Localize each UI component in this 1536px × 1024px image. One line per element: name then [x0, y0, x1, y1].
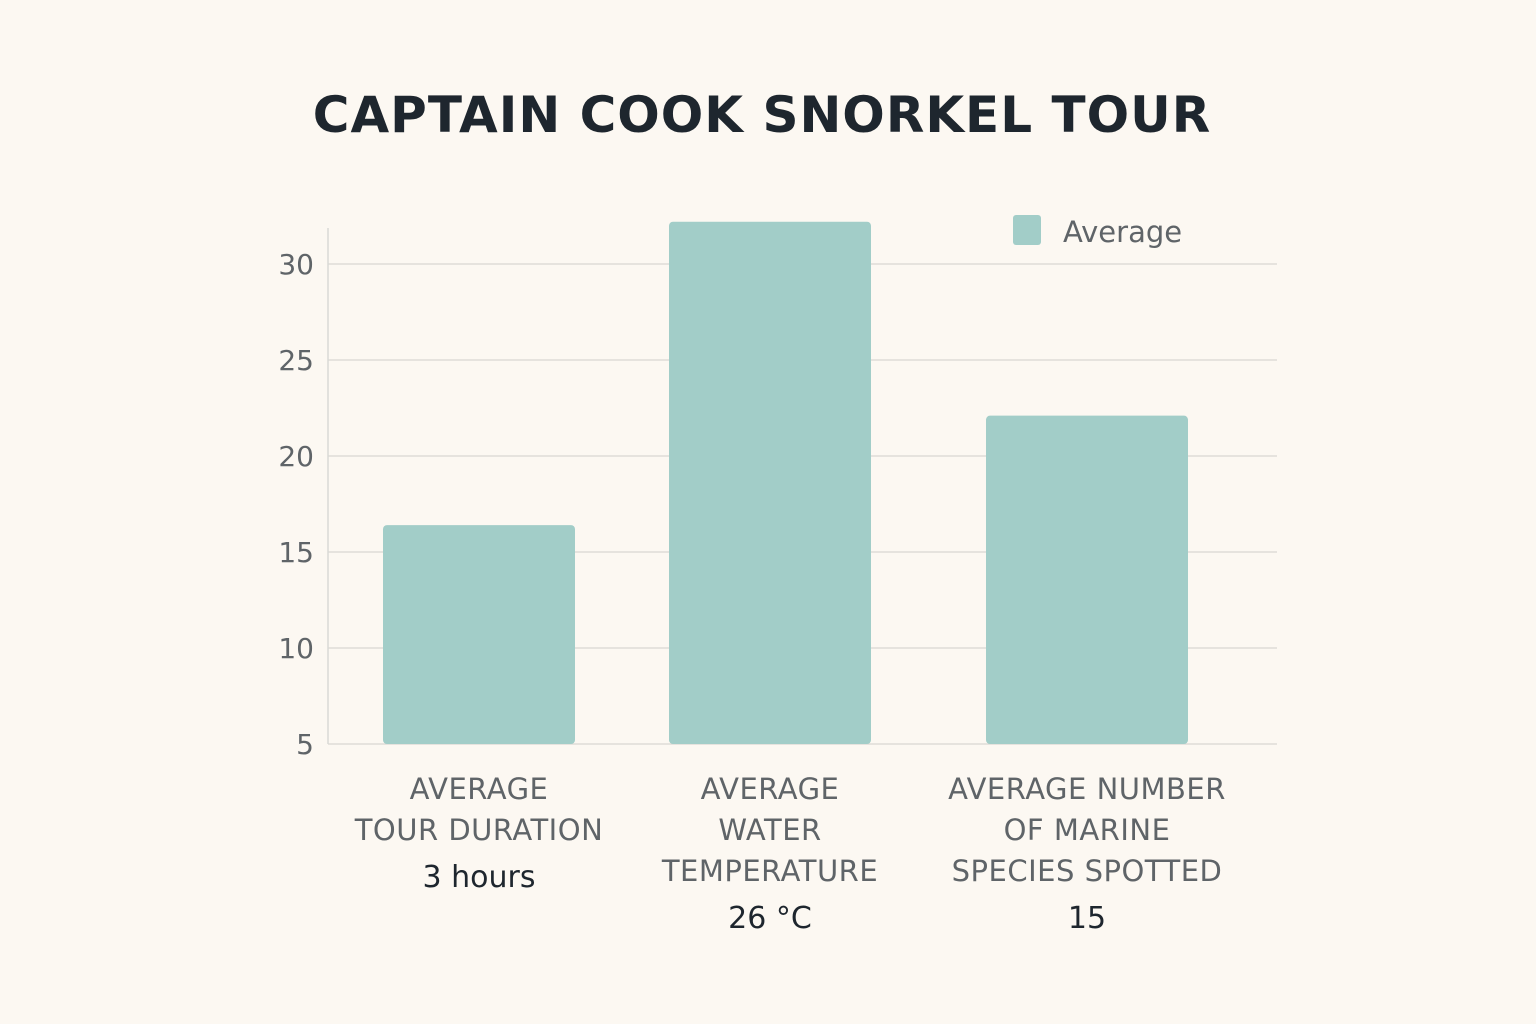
x-category-label: AVERAGE NUMBER OF MARINE SPECIES SPOTTED 15 — [922, 769, 1252, 939]
category-value-label: 26 °C — [728, 901, 812, 936]
legend-swatch — [1013, 215, 1041, 245]
bars — [383, 221, 1188, 744]
category-label-line: AVERAGE — [700, 772, 840, 806]
category-label-line: WATER — [718, 813, 822, 847]
y-tick-label: 20 — [278, 440, 314, 473]
y-axis-ticks: 5 10 15 20 25 30 — [278, 248, 314, 761]
category-value-label: 15 — [1067, 901, 1107, 936]
y-tick-label: 30 — [278, 248, 314, 281]
category-label-line: OF MARINE — [1003, 813, 1171, 847]
y-tick-label: 5 — [296, 728, 314, 761]
y-tick-label: 10 — [278, 632, 314, 665]
y-tick-label: 25 — [278, 344, 314, 377]
bar — [986, 415, 1188, 744]
category-label-line: AVERAGE NUMBER — [948, 772, 1226, 806]
x-category-label: AVERAGE TOUR DURATION 3 hours — [314, 769, 644, 898]
bar — [669, 221, 871, 744]
legend: Average — [1013, 215, 1182, 249]
category-value-label: 3 hours — [422, 860, 536, 895]
category-label-line: TEMPERATURE — [661, 854, 879, 888]
y-tick-label: 15 — [278, 536, 314, 569]
bar — [383, 525, 575, 744]
category-label-line: TOUR DURATION — [354, 813, 604, 847]
category-label-line: SPECIES SPOTTED — [951, 854, 1223, 888]
category-label-line: AVERAGE — [409, 772, 549, 806]
x-category-label: AVERAGE WATER TEMPERATURE 26 °C — [605, 769, 935, 939]
legend-label: Average — [1063, 215, 1182, 249]
chart-title: CAPTAIN COOK SNORKEL TOUR — [312, 86, 1212, 144]
